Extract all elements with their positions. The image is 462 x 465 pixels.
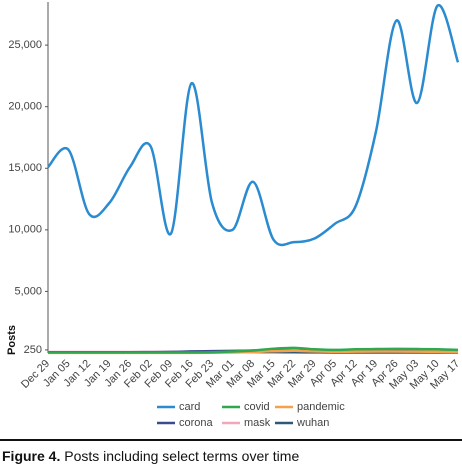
legend-label: corona (179, 417, 214, 429)
y-tick-label: 5,000 (14, 285, 42, 297)
caption-label: Figure 4. (2, 448, 60, 464)
y-tick-label: 20,000 (8, 101, 42, 113)
series-line (48, 346, 459, 354)
y-tick-label: 15,000 (8, 162, 42, 174)
legend-label: pandemic (297, 401, 345, 413)
legend-label: wuhan (296, 417, 329, 429)
y-tick-label: 10,000 (8, 224, 42, 236)
y-tick-label: 25,000 (8, 39, 42, 51)
series-line (47, 4, 460, 247)
caption-text: Posts including select terms over time (64, 448, 299, 464)
legend-label: covid (244, 401, 270, 413)
legend-label: mask (244, 417, 271, 429)
caption: Figure 4. Posts including select terms o… (2, 448, 299, 464)
y-tick-label: 250 (24, 344, 42, 356)
legend-label: card (179, 401, 200, 413)
y-axis-label: Posts (6, 325, 18, 355)
